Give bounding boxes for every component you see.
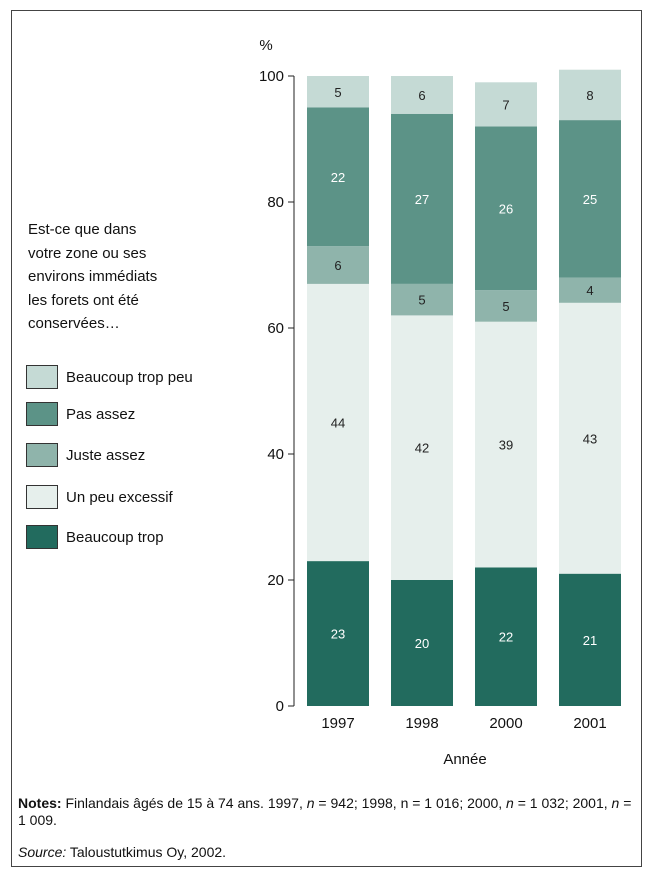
- y-tick-label: 40: [267, 446, 284, 463]
- bar-segment: [307, 561, 369, 706]
- stacked-bar-chart: 2344622519972042527619982239526720002143…: [259, 37, 621, 768]
- data-label: 22: [331, 170, 345, 185]
- legend-label: Pas assez: [66, 405, 136, 423]
- notes-n: n: [611, 795, 620, 811]
- source: Source: Taloustutkimus Oy, 2002.: [18, 844, 226, 860]
- bar-segment: [559, 277, 621, 303]
- bar-segment: [475, 290, 537, 322]
- data-label: 6: [418, 88, 425, 103]
- legend-swatch: [26, 485, 58, 509]
- bar-segment: [307, 246, 369, 284]
- bar-segment: [475, 126, 537, 291]
- bar-segment: [391, 113, 453, 284]
- data-label: 44: [331, 416, 345, 431]
- bar-segment: [307, 283, 369, 562]
- y-tick-label: 80: [267, 194, 284, 211]
- legend-question-line: votre zone ou ses: [28, 244, 147, 262]
- data-label: 39: [499, 438, 513, 453]
- notes-text: = 942; 1998, n = 1 016; 2000,: [314, 795, 507, 811]
- data-label: 4: [586, 283, 593, 298]
- legend-question-line: Est-ce que dans: [28, 221, 137, 238]
- notes-text: Finlandais âgés de 15 à 74 ans. 1997,: [61, 795, 307, 811]
- notes-n: n: [506, 795, 514, 811]
- x-tick-label: 2001: [573, 715, 606, 732]
- x-tick-label: 1997: [321, 715, 354, 732]
- data-label: 5: [334, 85, 341, 100]
- legend-swatch: [26, 525, 58, 549]
- legend-label: Un peu excessif: [66, 488, 173, 506]
- legend-swatch: [26, 443, 58, 467]
- legend-item: Beaucoup trop: [26, 525, 164, 549]
- x-axis-label: Année: [443, 751, 486, 768]
- legend-label: Beaucoup trop: [66, 528, 164, 546]
- legend-item: Un peu excessif: [26, 485, 173, 509]
- bar-segment: [559, 120, 621, 278]
- data-label: 6: [334, 258, 341, 273]
- bar-segment: [559, 69, 621, 121]
- bar-segment: [391, 580, 453, 706]
- notes-label: Notes:: [18, 795, 62, 811]
- notes: Notes: Finlandais âgés de 15 à 74 ans. 1…: [18, 795, 638, 829]
- legend-item: Beaucoup trop peu: [26, 365, 193, 389]
- source-text: Taloustutkimus Oy, 2002.: [66, 844, 227, 860]
- bar-segment: [391, 315, 453, 580]
- data-label: 26: [499, 201, 513, 216]
- data-label: 8: [586, 88, 593, 103]
- legend-label: Juste assez: [66, 446, 146, 464]
- data-label: 5: [502, 299, 509, 314]
- data-label: 22: [499, 630, 513, 645]
- legend-question: Est-ce que dans votre zone ou ses enviro…: [28, 218, 228, 336]
- data-label: 21: [583, 633, 597, 648]
- y-tick-label: 100: [259, 68, 284, 85]
- y-tick-label: 60: [267, 320, 284, 337]
- bar-segment: [391, 76, 453, 114]
- legend-swatch: [26, 365, 58, 389]
- x-tick-label: 2000: [489, 715, 522, 732]
- bar-segment: [307, 107, 369, 247]
- legend-label: Beaucoup trop peu: [66, 368, 193, 386]
- y-axis-label: %: [259, 37, 272, 54]
- data-label: 27: [415, 192, 429, 207]
- notes-text: = 1 032; 2001,: [513, 795, 612, 811]
- bar-segment: [559, 302, 621, 574]
- y-tick-label: 20: [267, 572, 284, 589]
- x-tick-label: 1998: [405, 715, 438, 732]
- bar-segment: [391, 283, 453, 316]
- source-label: Source:: [18, 844, 67, 860]
- bar-segment: [475, 567, 537, 706]
- data-label: 20: [415, 636, 429, 651]
- legend-item: Pas assez: [26, 402, 135, 426]
- data-label: 43: [583, 431, 597, 446]
- notes-text: = 1 009.: [18, 795, 632, 828]
- data-label: 5: [418, 293, 425, 308]
- legend-question-line: les forets ont été: [28, 291, 139, 309]
- data-label: 42: [415, 441, 429, 456]
- y-tick-label: 0: [276, 698, 284, 715]
- bar-segment: [475, 321, 537, 568]
- legend-question-line: conservées…: [28, 315, 120, 332]
- bar-segment: [475, 82, 537, 127]
- bar-segment: [307, 76, 369, 108]
- notes-n: n: [306, 795, 315, 811]
- legend-question-line: environs immédiats: [28, 268, 158, 285]
- figure-frame: [11, 10, 642, 867]
- bar-segment: [559, 573, 621, 706]
- data-label: 7: [502, 97, 509, 112]
- legend-item: Juste assez: [26, 443, 145, 467]
- data-label: 25: [583, 192, 597, 207]
- data-label: 23: [331, 627, 345, 642]
- legend-swatch: [26, 402, 58, 426]
